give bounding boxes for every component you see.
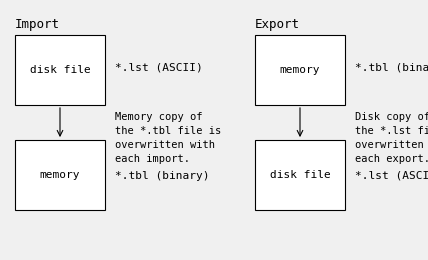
Text: *.tbl (binary): *.tbl (binary) [115,171,209,181]
Text: memory: memory [40,170,80,180]
Text: *.lst (ASCII): *.lst (ASCII) [355,171,428,181]
Bar [255,35,345,105]
Bar [15,140,105,210]
Text: Export: Export [255,18,300,31]
Text: disk file: disk file [270,170,330,180]
Bar [255,140,345,210]
Text: disk file: disk file [30,65,90,75]
Text: Disk copy of
the *.lst file is
overwritten with
each export.: Disk copy of the *.lst file is overwritt… [355,112,428,164]
Text: *.tbl (binary): *.tbl (binary) [355,63,428,73]
Text: Import: Import [15,18,60,31]
Text: memory: memory [280,65,320,75]
Text: Memory copy of
the *.tbl file is
overwritten with
each import.: Memory copy of the *.tbl file is overwri… [115,112,221,164]
Bar [15,35,105,105]
Text: *.lst (ASCII): *.lst (ASCII) [115,63,203,73]
